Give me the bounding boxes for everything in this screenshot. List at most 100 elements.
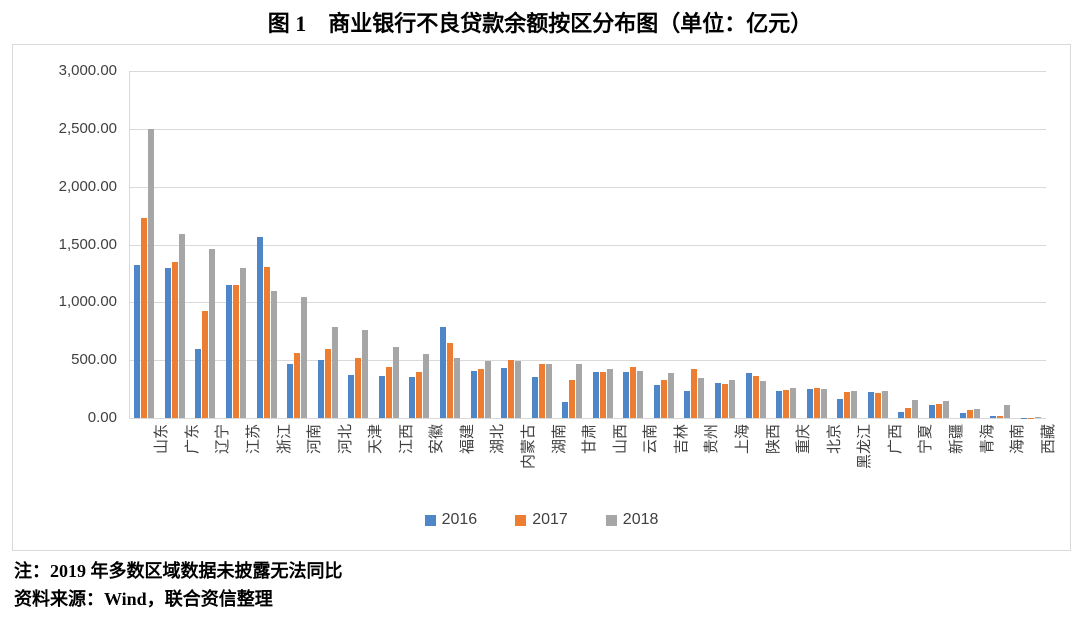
bar-2016-浙江 (256, 236, 263, 418)
bar-group-黑龙江 (832, 71, 863, 418)
bar-group-辽宁 (190, 71, 221, 418)
bar-2016-贵州 (684, 390, 691, 418)
bar-2016-江苏 (225, 284, 232, 418)
x-axis-label-安徽: 安徽 (428, 424, 446, 455)
bar-group-新疆 (924, 71, 955, 418)
bar-2018-江西 (392, 346, 399, 418)
y-tick-label: 500.00 (71, 351, 117, 369)
data-source-note: 资料来源：Wind，联合资信整理 (14, 589, 273, 609)
bar-2017-吉林 (660, 379, 667, 418)
bar-group-山东 (129, 71, 160, 418)
gridline (129, 302, 1046, 304)
bar-2017-新疆 (936, 403, 942, 418)
y-tick-label: 3,000.00 (58, 62, 117, 79)
bar-2016-甘肃 (562, 401, 569, 418)
bar-group-北京 (801, 71, 832, 418)
bar-2018-重庆 (790, 387, 797, 418)
bar-2017-湖北 (477, 368, 484, 418)
y-tick-label: 2,000.00 (58, 177, 117, 195)
bar-2018-上海 (729, 380, 736, 418)
page-title: 图 1 商业银行不良贷款余额按区分布图（单位：亿元） (267, 11, 813, 36)
bar-2018-浙江 (270, 291, 277, 418)
bar-group-江西 (374, 71, 405, 418)
bar-2016-内蒙古 (501, 368, 508, 418)
bar-group-海南 (985, 71, 1016, 418)
bar-2016-福建 (439, 327, 446, 418)
bar-2017-上海 (722, 384, 729, 418)
bar-2016-辽宁 (195, 348, 202, 418)
bar-2017-山东 (141, 218, 148, 418)
bar-group-天津 (343, 71, 374, 418)
x-axis-label-湖南: 湖南 (550, 424, 568, 455)
bar-group-河南 (282, 71, 313, 418)
bar-2017-安徽 (416, 371, 423, 418)
bar-2018-河南 (301, 297, 308, 418)
bar-2018-湖南 (545, 363, 552, 418)
y-tick-label: 1,000.00 (58, 293, 117, 311)
x-axis-label-河南: 河南 (306, 424, 324, 455)
bar-2017-黑龙江 (844, 391, 851, 418)
legend-label: 2016 (441, 511, 478, 528)
bar-2017-江苏 (232, 284, 239, 418)
bar-2016-吉林 (653, 385, 660, 418)
x-axis-label-海南: 海南 (1009, 424, 1027, 455)
bar-2018-安徽 (423, 353, 430, 418)
x-axis-label-吉林: 吉林 (672, 424, 690, 455)
bar-2016-河北 (317, 360, 324, 418)
legend-item-2017: 2017 (515, 511, 568, 529)
bar-2018-宁夏 (912, 400, 919, 418)
bar-2017-辽宁 (202, 311, 209, 418)
x-axis-label-黑龙江: 黑龙江 (856, 424, 874, 470)
x-axis-labels: 山东 广东 辽宁 江苏 浙江 河南 河北 天津 江西 安徽 福建 湖北 内蒙古 湖南 甘肃 山西 云南 吉林 贵州上… (129, 420, 1057, 520)
bar-group-广东 (160, 71, 191, 418)
bar-2018-山东 (148, 128, 155, 418)
bar-group-安徽 (404, 71, 435, 418)
bar-group-福建 (435, 71, 466, 418)
bar-2017-浙江 (263, 267, 270, 418)
bar-2016-河南 (287, 363, 294, 418)
bar-2016-安徽 (409, 376, 416, 418)
legend-swatch-icon (515, 514, 527, 526)
bar-2018-陕西 (759, 381, 766, 418)
bar-2018-天津 (362, 330, 369, 418)
x-axis-label-新疆: 新疆 (948, 424, 965, 455)
y-tick-label: 0.00 (87, 409, 117, 426)
legend-swatch-icon (424, 514, 436, 526)
x-axis-label-湖北: 湖北 (489, 424, 507, 455)
x-axis-label-西藏: 西藏 (1039, 424, 1057, 455)
bar-2017-广西 (874, 393, 881, 418)
bar-2017-海南 (997, 416, 1004, 418)
bar-group-重庆 (771, 71, 802, 418)
bar-2017-天津 (355, 357, 362, 418)
bar-2016-海南 (990, 416, 997, 418)
bar-group-西藏 (1015, 71, 1046, 418)
bar-2017-青海 (966, 410, 973, 418)
x-axis-label-江苏: 江苏 (244, 424, 262, 455)
bar-2016-黑龙江 (837, 398, 844, 418)
x-axis-label-上海: 上海 (734, 424, 752, 455)
gridline (129, 186, 1046, 188)
bar-2017-重庆 (783, 389, 790, 418)
bar-group-宁夏 (893, 71, 924, 418)
x-axis-label-福建: 福建 (458, 424, 476, 455)
bar-group-云南 (618, 71, 649, 418)
bar-2017-河南 (294, 353, 301, 418)
bar-2018-青海 (973, 408, 980, 418)
bar-2017-福建 (446, 343, 453, 418)
bar-2016-湖北 (470, 370, 477, 418)
bar-group-河北 (312, 71, 343, 418)
bar-2016-青海 (959, 412, 966, 418)
bar-2018-山西 (606, 369, 613, 418)
legend-label: 2017 (532, 511, 568, 528)
x-axis-label-贵州: 贵州 (703, 424, 721, 455)
bar-group-甘肃 (557, 71, 588, 418)
bar-group-湖南 (526, 71, 557, 418)
bar-group-陕西 (740, 71, 771, 418)
bar-2016-北京 (806, 389, 813, 418)
x-axis-label-江西: 江西 (397, 424, 415, 455)
bar-2016-新疆 (929, 404, 935, 418)
x-axis-label-甘肃: 甘肃 (581, 424, 599, 455)
bar-2017-江西 (385, 367, 392, 418)
bar-2018-甘肃 (576, 364, 583, 418)
gridline (129, 360, 1046, 362)
